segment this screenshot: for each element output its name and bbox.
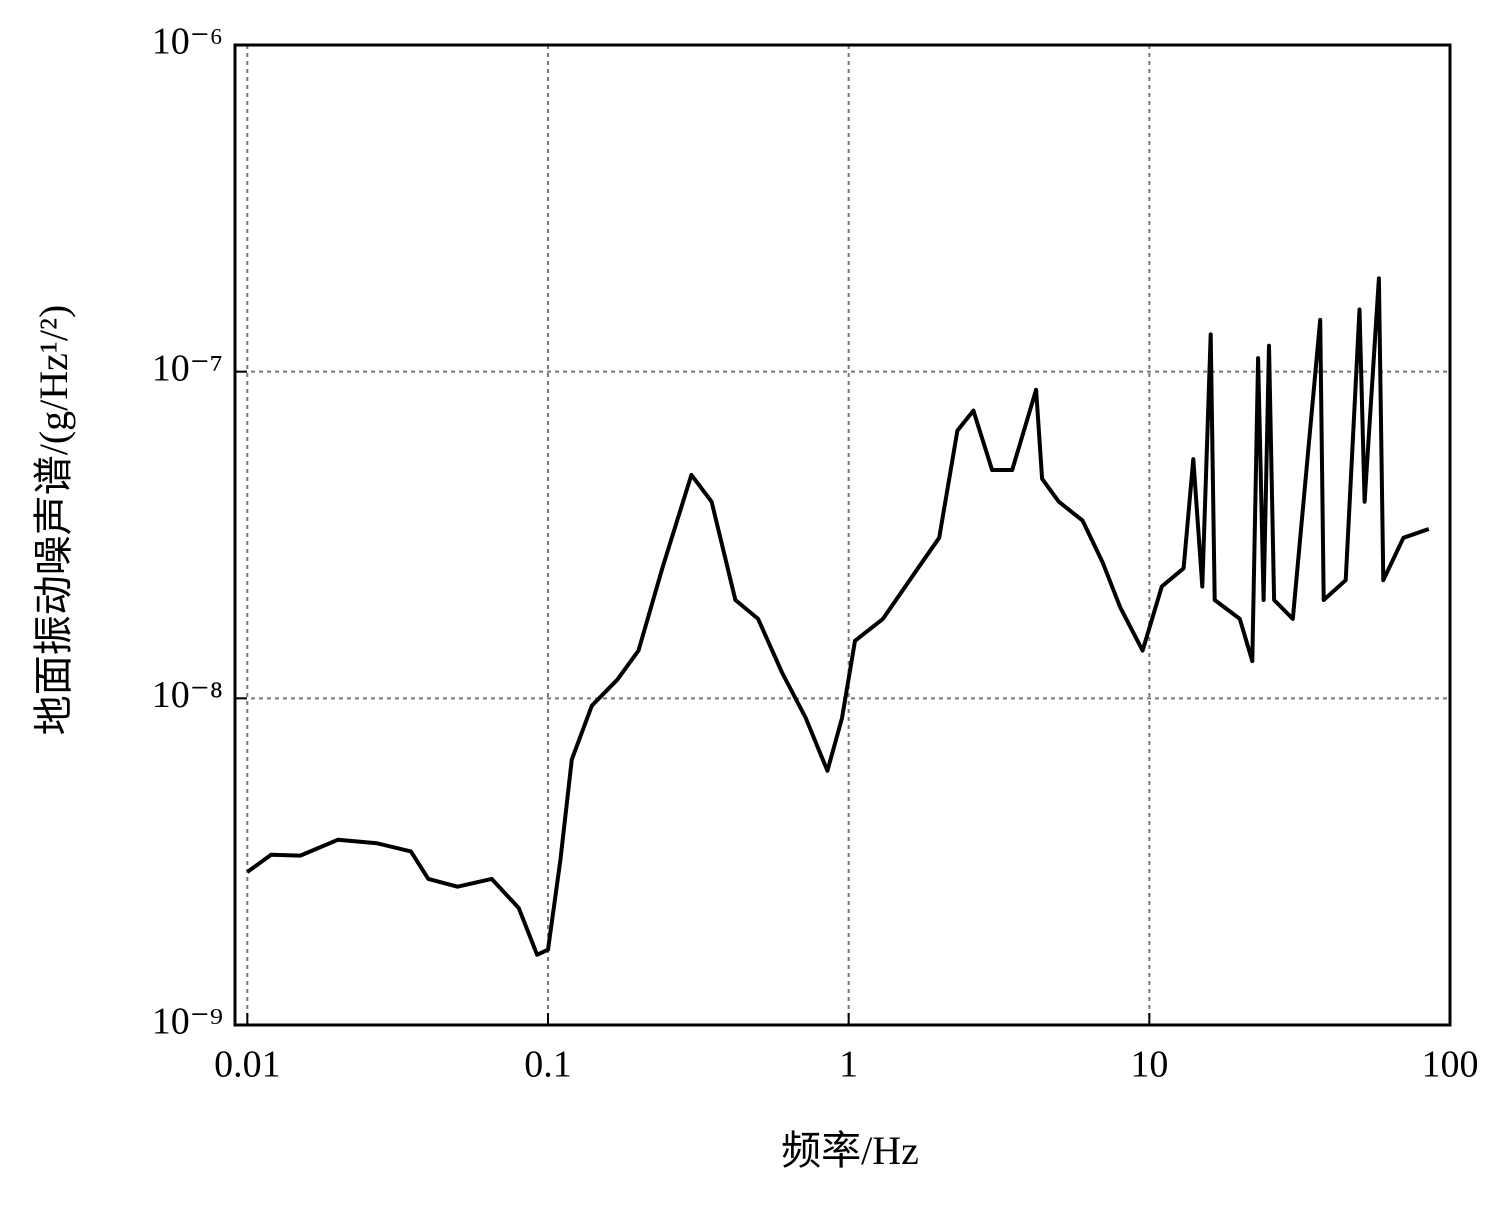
- y-axis-label: 地面振动噪声谱/(g/Hz¹/²): [31, 305, 76, 736]
- y-tick-label: 10⁻⁷: [152, 347, 223, 389]
- x-tick-label: 0.01: [214, 1044, 281, 1086]
- plot-frame: [233, 43, 1452, 1027]
- y-tick-label: 10⁻⁶: [152, 21, 223, 63]
- x-tick-label: 100: [1422, 1044, 1479, 1086]
- y-tick-label: 10⁻⁹: [152, 1001, 223, 1043]
- data-line: [246, 276, 1430, 957]
- x-tick-label: 10: [1130, 1044, 1168, 1086]
- y-tick-label: 10⁻⁸: [152, 674, 223, 716]
- x-tick-label: 0.1: [524, 1044, 572, 1086]
- x-tick-label: 1: [839, 1044, 858, 1086]
- x-axis-label: 频率/Hz: [781, 1128, 919, 1173]
